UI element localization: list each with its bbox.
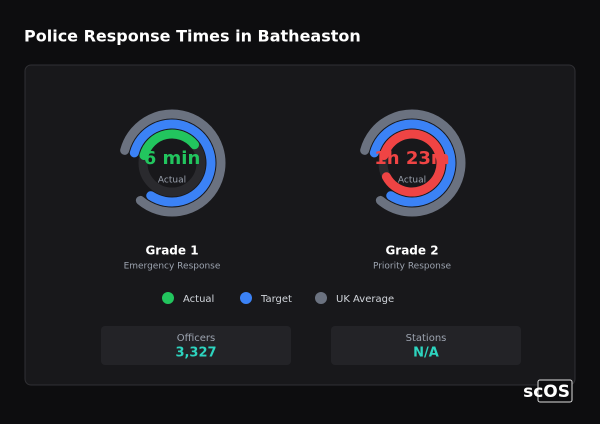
legend-dot bbox=[315, 292, 327, 304]
legend-label: Target bbox=[260, 294, 292, 305]
stat-label: Stations bbox=[406, 333, 447, 344]
actual-arc bbox=[379, 129, 446, 197]
legend-dot bbox=[162, 292, 174, 304]
gauge-subtitle: Priority Response bbox=[373, 262, 452, 272]
brand: scOS bbox=[523, 382, 570, 402]
page-title: Police Response Times in Batheaston bbox=[24, 27, 361, 46]
brand-box bbox=[537, 379, 573, 403]
stat-value: N/A bbox=[413, 346, 439, 361]
stat-label: Officers bbox=[177, 333, 216, 344]
uk-average-arc bbox=[360, 109, 466, 217]
stat-box bbox=[331, 326, 521, 365]
target-arc bbox=[129, 119, 216, 207]
target-arc bbox=[369, 119, 456, 207]
gauge-title: Grade 2 bbox=[385, 244, 438, 258]
gauge-value: 1h 23m bbox=[374, 148, 449, 169]
legend-dot bbox=[240, 292, 252, 304]
legend-label: UK Average bbox=[336, 294, 394, 305]
actual-arc bbox=[139, 129, 200, 160]
gauge-title: Grade 1 bbox=[145, 244, 198, 258]
gauge-caption: Actual bbox=[158, 176, 186, 186]
uk-average-arc bbox=[120, 109, 226, 217]
legend-label: Actual bbox=[183, 294, 214, 305]
stat-value: 3,327 bbox=[175, 346, 216, 361]
gauge-value: 6 min bbox=[144, 148, 201, 169]
stat-box bbox=[101, 326, 291, 365]
gauge-subtitle: Emergency Response bbox=[124, 262, 221, 272]
gauge-caption: Actual bbox=[398, 176, 426, 186]
